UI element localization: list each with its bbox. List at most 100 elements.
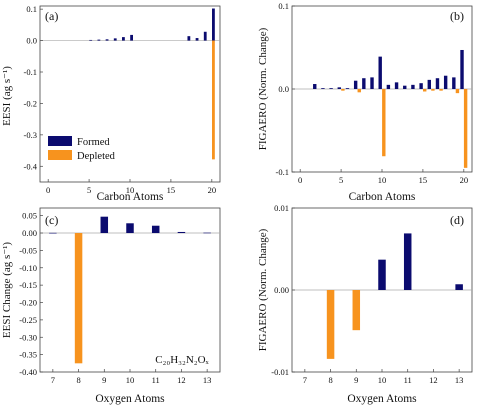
- bar-formed: [100, 216, 109, 234]
- x-tick-label: 8: [76, 375, 80, 385]
- bar-formed: [411, 84, 415, 89]
- bar-formed: [337, 87, 341, 89]
- bar-formed: [313, 84, 317, 89]
- y-tick-label: 0.00: [22, 228, 37, 238]
- legend-swatch-formed: [48, 136, 72, 146]
- y-tick-label: -0.4: [24, 161, 38, 171]
- bar-formed: [195, 38, 199, 41]
- bar-formed: [321, 88, 325, 89]
- x-tick-label: 5: [87, 185, 91, 195]
- x-tick-label: 10: [126, 375, 135, 385]
- y-tick-label: 0.1: [278, 1, 289, 11]
- bar-formed: [345, 88, 350, 89]
- y-tick-label: -0.1: [24, 67, 37, 77]
- bar-formed: [113, 38, 117, 41]
- bar-formed: [435, 78, 440, 89]
- panel-label: (c): [45, 213, 58, 227]
- bar-formed: [97, 39, 101, 41]
- legend: Formed Depleted: [48, 136, 116, 162]
- panel-label: (d): [450, 213, 464, 227]
- bar-formed: [122, 37, 125, 41]
- x-tick-label: 8: [328, 375, 332, 385]
- x-tick-label: 13: [203, 375, 212, 385]
- y-tick-label: -0.01: [271, 367, 289, 377]
- y-tick-label: 0.1: [26, 4, 37, 14]
- y-tick-label: -0.20: [19, 298, 37, 308]
- x-tick-label: 15: [167, 185, 176, 195]
- x-tick-label: 5: [339, 175, 343, 185]
- y-axis-title: FIGAERO (Norm. Change): [257, 27, 269, 150]
- y-tick-label: -0.35: [19, 350, 37, 360]
- x-axis-title-c: Oxygen Atoms: [95, 393, 165, 405]
- formula-annotation: C₂₀H₃₂N₂Oₓ: [155, 354, 209, 366]
- bar-formed: [460, 49, 464, 89]
- y-tick-label: -0.3: [24, 130, 37, 140]
- y-tick-label: 0.00: [274, 285, 289, 295]
- bar-formed: [378, 259, 386, 290]
- x-tick-label: 0: [298, 175, 302, 185]
- legend-label-depleted: Depleted: [77, 151, 116, 162]
- bar-formed: [130, 34, 133, 41]
- x-axis-title: Carbon Atoms: [349, 191, 416, 203]
- bar-depleted: [352, 290, 361, 331]
- bar-formed: [89, 39, 93, 41]
- y-tick-label: -0.25: [19, 315, 37, 325]
- bar-depleted: [431, 89, 435, 91]
- bar-depleted: [212, 40, 215, 160]
- y-axis-title: EESI (ag s⁻¹): [1, 66, 13, 126]
- panel-label: (a): [45, 9, 58, 23]
- bar-depleted: [357, 89, 361, 93]
- y-tick-label: 0.0: [278, 84, 289, 94]
- y-tick-label: -0.1: [276, 167, 289, 177]
- panel-a-chart: (a) EESI (ag s⁻¹) Carbon Atoms Formed De…: [1, 4, 221, 203]
- legend-label-formed: Formed: [77, 137, 110, 148]
- panel-c-chart: (c) EESI Change (ag s⁻¹) C₂₀H₃₂N₂Oₓ 7 8 9 1…: [1, 207, 221, 385]
- bar-formed: [394, 82, 399, 89]
- x-tick-label: 0: [46, 185, 50, 195]
- x-tick-label: 20: [208, 185, 217, 195]
- y-tick-label: -0.05: [19, 245, 37, 255]
- x-tick-label: 20: [460, 175, 469, 185]
- bar-formed: [212, 8, 215, 41]
- bar-depleted: [341, 89, 345, 91]
- bar-depleted: [74, 233, 83, 364]
- bar-formed: [452, 77, 456, 89]
- x-tick-label: 10: [126, 185, 135, 195]
- bar-formed: [443, 75, 448, 89]
- x-tick-label: 7: [51, 375, 55, 385]
- bar-depleted: [463, 89, 468, 168]
- bar-formed: [49, 232, 57, 234]
- y-tick-label: 0.01: [274, 203, 289, 213]
- bar-formed: [126, 223, 134, 234]
- bar-formed: [427, 79, 431, 89]
- x-tick-label: 12: [177, 375, 186, 385]
- bar-formed: [362, 78, 366, 89]
- y-axis-title: FIGAERO (Norm. Change): [257, 228, 269, 351]
- x-axis-title: Oxygen Atoms: [347, 393, 417, 405]
- x-tick-label: 13: [455, 375, 464, 385]
- bar-formed: [378, 56, 382, 89]
- panel-b-chart: (b) FIGAERO (Norm. Change) Carbon Atoms …: [257, 1, 473, 203]
- x-tick-label: 11: [152, 375, 160, 385]
- bar-formed: [329, 88, 333, 89]
- x-tick-label: 12: [429, 375, 438, 385]
- panel-label: (b): [450, 9, 464, 23]
- y-tick-label: -0.15: [19, 280, 37, 290]
- bar-formed: [353, 80, 358, 89]
- bar-depleted: [439, 89, 443, 91]
- bar-formed: [370, 77, 374, 89]
- y-tick-label: 0.05: [22, 211, 37, 221]
- bar-formed: [105, 39, 109, 41]
- bar-depleted: [423, 89, 427, 92]
- x-tick-label: 7: [303, 375, 307, 385]
- y-tick-label: 0.0: [26, 36, 37, 46]
- y-tick-label: -0.40: [19, 367, 37, 377]
- panel-d-chart: (d) FIGAERO (Norm. Change) Oxygen Atoms …: [257, 203, 473, 405]
- bar-formed: [403, 85, 407, 89]
- x-tick-label: 11: [404, 375, 412, 385]
- bar-depleted: [455, 89, 460, 94]
- y-tick-label: -0.10: [19, 263, 37, 273]
- bar-formed: [203, 232, 211, 234]
- y-axis-title: EESI Change (ag s⁻¹): [1, 242, 13, 339]
